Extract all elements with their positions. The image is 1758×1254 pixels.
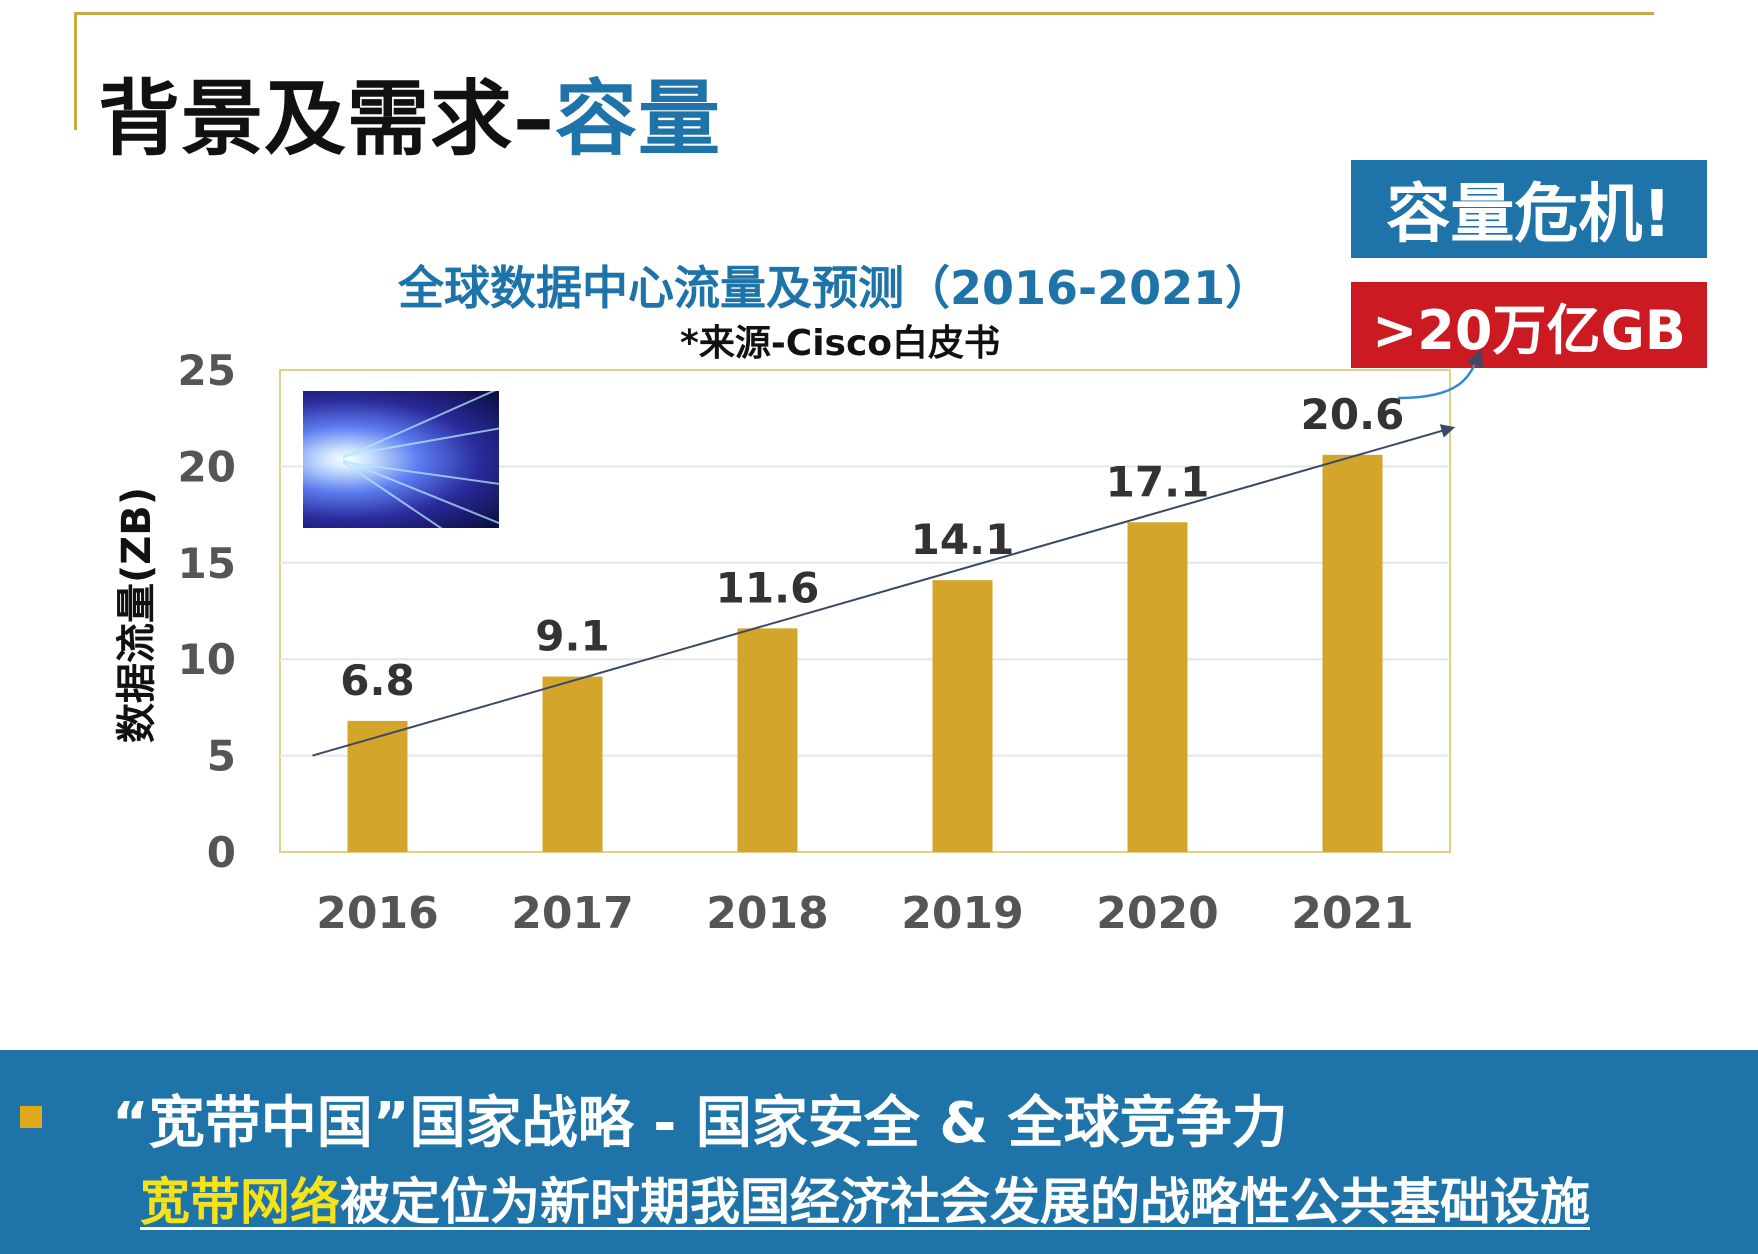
y-tick-label: 25 <box>178 346 236 395</box>
data-label: 6.8 <box>340 656 414 705</box>
footer-highlight: 宽带网络 <box>140 1173 340 1231</box>
data-label: 11.6 <box>716 563 820 612</box>
slide-title: 背景及需求–容量 <box>98 52 721 171</box>
amount-badge: >20万亿GB <box>1351 282 1707 368</box>
x-tick-label: 2021 <box>1291 888 1413 939</box>
bar-2017 <box>542 676 603 852</box>
y-tick-label: 20 <box>178 442 236 491</box>
trend-line <box>312 424 1456 757</box>
data-label: 9.1 <box>535 612 609 661</box>
bar-2019 <box>932 580 993 852</box>
bar-2016 <box>347 720 408 852</box>
footer-rest: 被定位为新时期我国经济社会发展的战略性公共基础设施 <box>340 1173 1590 1231</box>
chart-title: 全球数据中心流量及预测（2016-2021） <box>398 261 1272 315</box>
callout-arrow <box>1397 348 1484 400</box>
footer-banner: “宽带中国”国家战略 - 国家安全 & 全球竞争力 宽带网络被定位为新时期我国经… <box>0 1050 1758 1254</box>
left-rule <box>74 12 77 130</box>
top-rule <box>74 12 1654 15</box>
plot-frame <box>279 369 1451 853</box>
bar-chart: 0 5 10 15 20 25 6.8 2016 9.1 2017 11.6 2018 14.1 2019… <box>114 346 1484 939</box>
y-tick-label: 15 <box>178 539 236 588</box>
slide-title-highlight: 容量 <box>555 72 722 167</box>
x-tick-label: 2016 <box>316 888 438 939</box>
y-axis-label: 数据流量(ZB) <box>114 487 160 743</box>
slide-title-main: 背景及需求– <box>98 72 556 167</box>
chart-source: *来源-Cisco白皮书 <box>680 323 1001 364</box>
bar-2018 <box>737 628 798 852</box>
data-stream-image <box>303 391 499 528</box>
bar-2021 <box>1322 454 1383 852</box>
data-label: 20.6 <box>1301 390 1405 439</box>
bar-2020 <box>1127 522 1188 852</box>
footer-strategy-line: “宽带中国”国家战略 - 国家安全 & 全球竞争力 <box>112 1091 1288 1156</box>
x-tick-label: 2018 <box>706 888 828 939</box>
x-tick-label: 2019 <box>901 888 1023 939</box>
crisis-badge: 容量危机! <box>1351 160 1707 258</box>
data-label: 14.1 <box>911 515 1015 564</box>
y-tick-label: 0 <box>207 828 236 877</box>
footer-positioning-line: 宽带网络被定位为新时期我国经济社会发展的战略性公共基础设施 <box>140 1162 1590 1234</box>
x-tick-label: 2017 <box>511 888 633 939</box>
data-label: 17.1 <box>1106 457 1210 506</box>
y-tick-label: 10 <box>178 635 236 684</box>
bullet-marker <box>20 1106 42 1128</box>
y-tick-label: 5 <box>207 732 236 781</box>
x-tick-label: 2020 <box>1096 888 1218 939</box>
